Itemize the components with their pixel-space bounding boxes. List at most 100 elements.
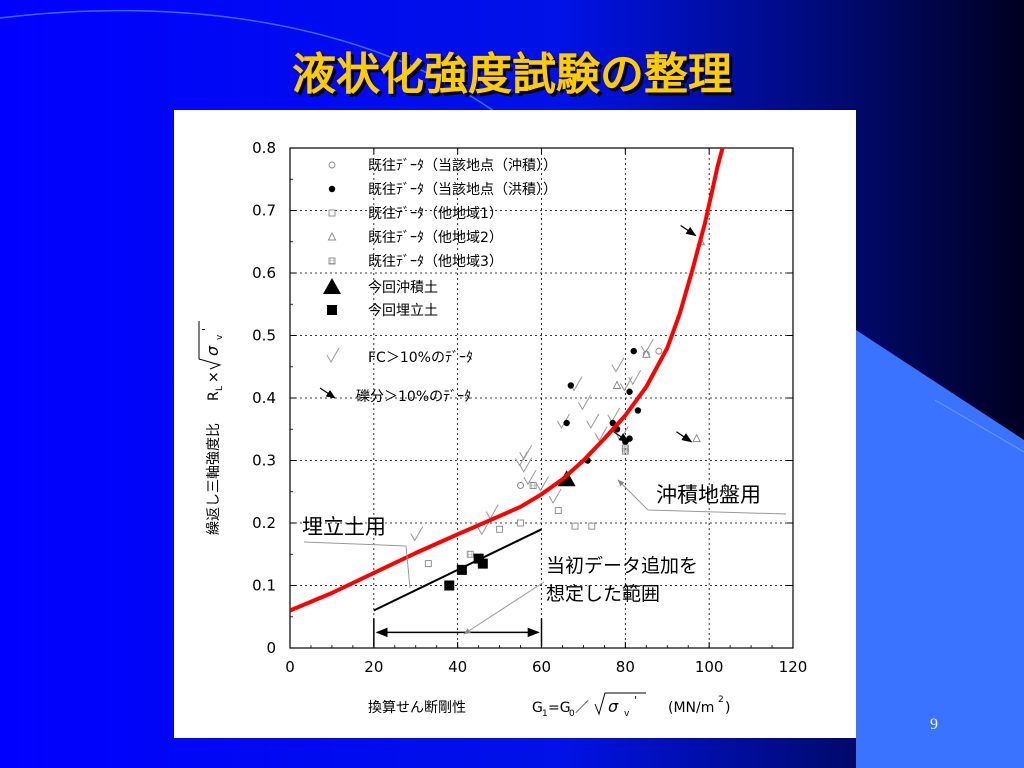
fc-check-mark <box>577 395 591 411</box>
fill-label-leader <box>303 541 411 589</box>
fitted-curves <box>290 148 725 613</box>
legend-marker-check <box>326 347 340 364</box>
data-point-open-triangle <box>692 433 701 443</box>
data-point-filled-circle <box>567 382 575 389</box>
y-axis-label-r-sub: L <box>215 386 225 391</box>
legend-marker-arrow <box>319 387 336 399</box>
grid-lines <box>290 148 793 648</box>
x-axis-label-sub1: 1 <box>542 709 548 719</box>
data-point-open-triangle <box>641 349 651 358</box>
y-tick-label: 0.5 <box>252 327 276 345</box>
fc-check-mark <box>619 376 633 392</box>
axis-ticks: 0 20 40 60 80 100 120 0 0.1 0.2 0.3 0.4 0.5 0.6 0.7 0.8 <box>252 139 807 676</box>
fc-check-mark <box>477 520 491 536</box>
gravel-arrow-mark <box>676 431 693 443</box>
gravel-arrow-mark <box>613 431 630 443</box>
legend-marker-filled-circle <box>328 185 336 193</box>
data-point-open-square <box>496 525 504 533</box>
data-point-filled-square <box>456 564 467 575</box>
legend-marker-grid-square <box>328 257 336 265</box>
y-axis-label-r: R <box>206 391 222 401</box>
x-axis-label-slash: ／ <box>575 700 589 716</box>
y-axis-label-prime: ' <box>200 328 213 331</box>
x-axis-label-prime: ' <box>634 694 637 707</box>
y-tick-label: 0.8 <box>252 139 276 157</box>
legend-label: 既往ﾃﾞｰﾀ（他地域1） <box>368 206 503 222</box>
title-swoosh-line <box>0 9 521 131</box>
fc-check-mark <box>628 370 642 386</box>
legend-marker-open-circle <box>328 161 336 169</box>
y-tick-label: 0.3 <box>252 452 276 470</box>
range-label-line1: 当初データ追加を <box>546 555 698 577</box>
legend-marker-filled-triangle-large <box>323 278 341 294</box>
annotation-leaders <box>303 479 787 635</box>
y-tick-label: 0.7 <box>252 202 276 220</box>
fc-check-mark <box>611 357 625 373</box>
x-tick-label: 60 <box>532 658 551 676</box>
legend-label: 既往ﾃﾞｰﾀ（他地域3） <box>368 254 503 270</box>
y-axis-label: 繰返し三軸強度比 R L × σ v ' <box>198 321 225 535</box>
y-axis-label-times: × <box>206 371 222 383</box>
legend-label: 礫分＞10%のﾃﾞｰﾀ <box>356 389 471 405</box>
corner-accent-shape <box>856 330 1024 768</box>
data-point-open-square <box>554 507 562 514</box>
x-tick-label: 0 <box>285 658 295 676</box>
x-axis-sqrt-sign <box>594 692 646 716</box>
alluvial-curve <box>290 148 725 613</box>
alluvial-curve-label: 沖積地盤用 <box>656 483 761 507</box>
y-axis-sqrt-sign <box>198 321 222 370</box>
y-tick-label: 0.4 <box>252 389 276 407</box>
data-point-open-triangle <box>612 380 622 389</box>
fc-check-mark <box>640 338 654 355</box>
gravel-arrow-mark <box>680 224 697 237</box>
legend-marker-filled-square <box>327 305 337 315</box>
y-axis-label-sigma: σ <box>203 345 222 356</box>
data-point-filled-circle <box>563 419 570 427</box>
x-tick-label: 40 <box>448 658 467 676</box>
legend-label: 既往ﾃﾞｰﾀ（他地域2） <box>368 230 503 246</box>
data-point-open-circle <box>655 347 663 355</box>
data-point-filled-square <box>444 580 455 591</box>
legend-label: 今回沖積土 <box>368 280 438 296</box>
fill-curve-label: 埋立土用 <box>302 515 386 539</box>
legend-marker-open-square <box>328 209 336 217</box>
y-tick-label: 0.1 <box>252 577 276 595</box>
data-point-open-square <box>588 522 596 530</box>
fc-check-mark <box>519 445 533 461</box>
fc-check-mark <box>519 457 533 473</box>
fc-check-mark <box>410 526 424 542</box>
page-number: 9 <box>930 716 938 733</box>
x-tick-label: 120 <box>779 658 808 676</box>
fc-check-mark <box>594 426 608 442</box>
x-axis-label-sigma-sub: v <box>624 709 630 719</box>
y-axis-label-text: 繰返し三軸強度比 <box>206 423 222 535</box>
x-axis-label-unit: (MN/m <box>668 700 714 716</box>
data-point-filled-circle <box>626 388 633 395</box>
slide-title: 液状化強度試験の整理 <box>292 49 732 100</box>
fc-check-mark <box>548 488 562 505</box>
legend-label: 今回埋立土 <box>368 303 438 319</box>
fc-check-mark <box>586 413 600 430</box>
range-label-line2: 想定した範囲 <box>546 583 660 605</box>
x-axis-label-sigma: σ <box>608 697 619 716</box>
x-axis-label-sub0: 0 <box>569 709 575 719</box>
x-axis-label-g: G <box>532 700 543 716</box>
x-tick-label: 80 <box>616 658 635 676</box>
check-marks <box>410 338 654 542</box>
legend: 既往ﾃﾞｰﾀ（当該地点（沖積）） 既往ﾃﾞｰﾀ（当該地点（洪積）） 既往ﾃﾞｰﾀ（他… <box>319 158 557 405</box>
y-tick-label: 0.6 <box>252 264 276 282</box>
x-axis-label-prefix: 換算せん断剛性 <box>368 700 466 716</box>
x-axis-label: 換算せん断剛性 G 1 =G 0 ／ σ v ' (MN/m 2 ) <box>368 692 730 719</box>
data-point-grid-square <box>529 482 537 489</box>
fc-check-mark <box>607 407 621 423</box>
y-axis-label-sigma-sub: v <box>215 334 225 340</box>
alluvial-label-leader <box>617 479 787 515</box>
chart-panel: 0 20 40 60 80 100 120 0 0.1 0.2 0.3 0.4 0.5 0.6 0.7 0.8… <box>174 110 856 738</box>
data-point-grid-square <box>466 550 474 558</box>
legend-label: 既往ﾃﾞｰﾀ（当該地点（洪積）） <box>368 182 557 198</box>
data-points <box>424 236 706 591</box>
x-axis-label-unit-sup: 2 <box>718 695 724 705</box>
x-tick-label: 100 <box>695 658 724 676</box>
data-point-open-square <box>571 522 579 530</box>
